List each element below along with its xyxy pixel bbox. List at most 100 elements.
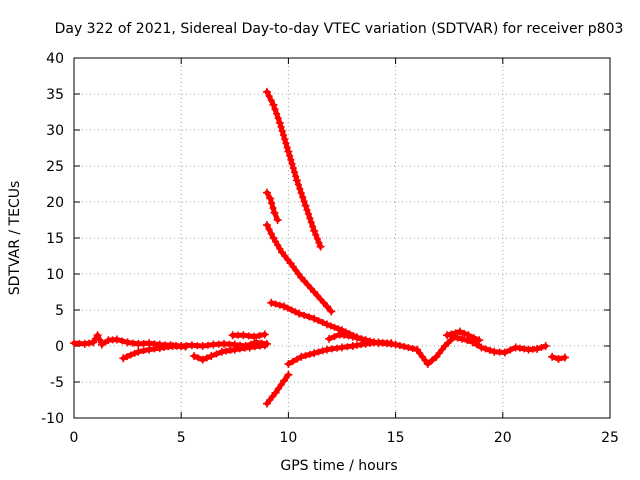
data-point — [123, 353, 131, 361]
data-point — [273, 110, 281, 118]
data-point — [267, 230, 275, 238]
data-point — [284, 370, 293, 379]
data-point — [548, 352, 557, 361]
data-point — [302, 352, 310, 360]
data-point — [289, 263, 297, 271]
data-point — [560, 353, 569, 362]
data-point — [274, 114, 282, 122]
data-point — [325, 334, 334, 343]
data-point — [198, 355, 207, 364]
data-point — [289, 358, 297, 366]
grid-lines — [74, 58, 610, 418]
data-point — [327, 307, 336, 316]
y-tick-label: 25 — [46, 159, 64, 175]
data-point — [477, 343, 486, 352]
data-point — [320, 299, 328, 307]
data-point — [370, 338, 378, 346]
data-point — [292, 176, 301, 185]
data-point — [279, 131, 287, 139]
data-point — [307, 284, 315, 292]
x-tick-label: 25 — [601, 430, 619, 446]
data-point — [319, 318, 327, 326]
data-point — [418, 353, 426, 361]
data-point — [473, 341, 481, 349]
data-point — [541, 342, 550, 350]
data-point — [432, 352, 441, 361]
data-point — [271, 105, 279, 113]
data-point — [396, 342, 404, 350]
data-point — [416, 349, 424, 357]
data-point — [306, 214, 314, 222]
data-point — [293, 355, 301, 363]
data-point — [277, 381, 285, 389]
data-point — [181, 342, 190, 351]
data-point — [322, 302, 331, 311]
data-point — [269, 234, 278, 242]
data-point — [96, 336, 104, 344]
y-tick-label: 10 — [46, 267, 64, 283]
data-point — [268, 199, 276, 207]
data-point — [310, 349, 319, 358]
data-point — [265, 225, 273, 233]
data-point — [300, 277, 308, 285]
data-point — [458, 334, 467, 343]
data-point — [275, 118, 284, 127]
series-arc-low-4 — [228, 330, 269, 341]
y-axis-label: SDTVAR / TECUs — [7, 181, 23, 296]
data-point — [310, 226, 319, 235]
series-arc-low-2 — [119, 342, 190, 363]
data-point — [262, 221, 271, 230]
data-point — [404, 344, 412, 352]
y-tick-label: -10 — [41, 411, 64, 427]
data-point — [190, 352, 199, 361]
data-point — [304, 210, 312, 218]
data-point — [463, 337, 471, 345]
data-point — [278, 127, 286, 135]
data-point — [435, 349, 443, 357]
data-point — [533, 344, 542, 353]
data-point — [286, 259, 295, 268]
x-tick-label: 0 — [70, 430, 79, 446]
data-point — [260, 341, 269, 350]
data-point — [307, 218, 315, 226]
data-point — [500, 348, 509, 357]
data-point — [452, 329, 460, 337]
data-point — [269, 100, 278, 109]
y-tick-label: 35 — [46, 87, 64, 103]
data-point — [313, 292, 321, 300]
data-point — [292, 172, 300, 180]
data-point — [299, 193, 307, 201]
series-arc-rise-2 — [262, 370, 293, 408]
data-point — [294, 181, 302, 189]
series-arc-late-1 — [443, 327, 484, 345]
data-point — [289, 164, 297, 172]
data-point — [366, 337, 374, 345]
data-point — [361, 336, 370, 345]
data-point — [283, 143, 291, 151]
data-point — [455, 327, 464, 336]
data-points — [70, 87, 569, 408]
data-point — [97, 340, 106, 349]
data-point — [314, 317, 322, 325]
data-point — [277, 248, 286, 257]
y-tick-label: 30 — [46, 123, 64, 139]
data-point — [554, 354, 563, 363]
data-point — [309, 223, 317, 231]
data-point — [282, 139, 290, 147]
data-point — [287, 156, 295, 164]
data-point — [281, 135, 289, 143]
data-point — [134, 347, 143, 356]
data-point — [317, 295, 325, 303]
series-arc-low-3 — [190, 341, 269, 364]
data-point — [272, 300, 280, 308]
data-point — [140, 347, 148, 355]
data-point — [255, 332, 263, 340]
series-trace — [285, 339, 394, 367]
x-tick-label: 15 — [387, 430, 405, 446]
data-point — [305, 313, 313, 321]
data-point — [314, 348, 322, 356]
data-point — [250, 332, 259, 341]
data-point — [112, 335, 121, 344]
data-point — [447, 330, 455, 338]
